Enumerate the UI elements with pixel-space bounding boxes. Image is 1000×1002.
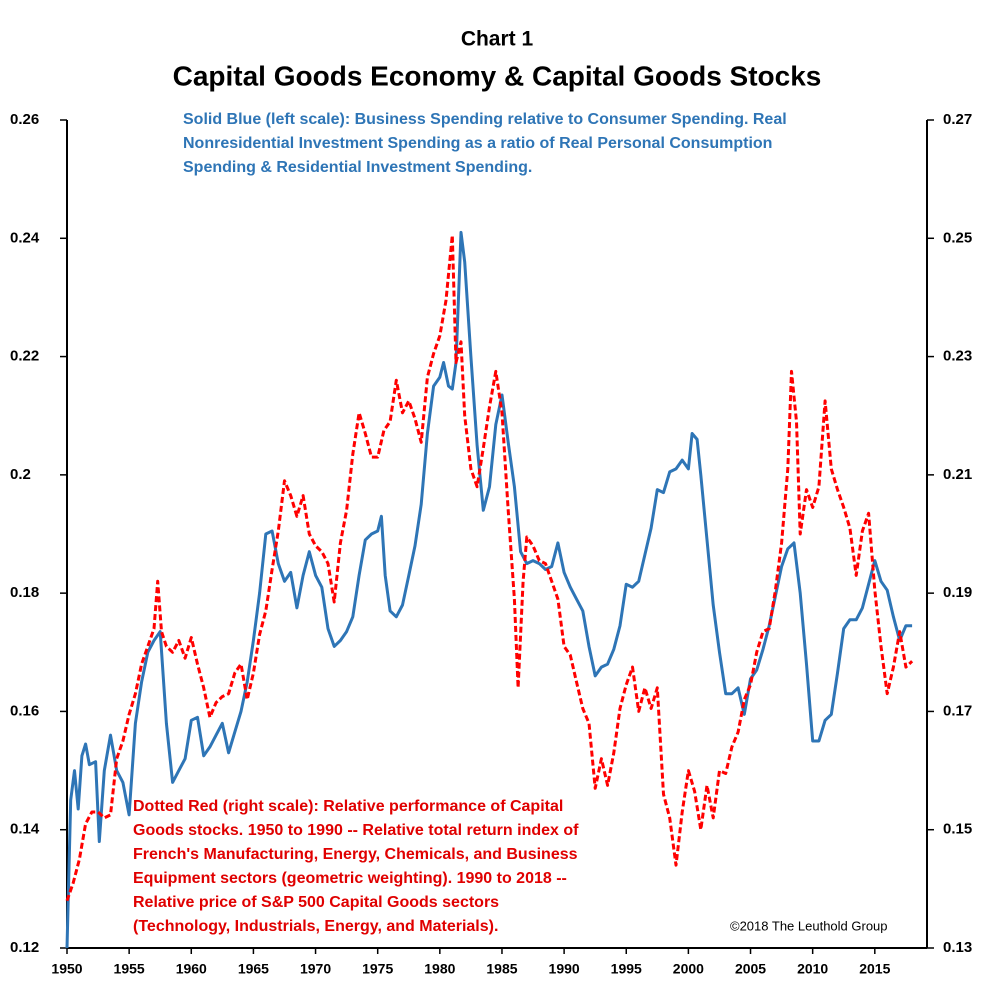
y2-tick-label: 0.19 (943, 584, 972, 601)
chart-subtitle: Chart 1 (461, 28, 534, 51)
y-tick-label: 0.16 (10, 702, 39, 719)
y-tick-label: 0.2 (10, 466, 31, 483)
x-tick-label: 1990 (549, 961, 580, 977)
y2-tick-label: 0.25 (943, 229, 972, 246)
x-tick-label: 1980 (424, 961, 455, 977)
blue-annotation: Spending & Residential Investment Spendi… (183, 159, 532, 176)
red-annotation: Dotted Red (right scale): Relative perfo… (133, 798, 563, 815)
x-tick-label: 1950 (51, 961, 82, 977)
y-tick-label: 0.26 (10, 111, 39, 128)
y-tick-label: 0.14 (10, 821, 40, 838)
red-annotation: (Technology, Industrials, Energy, and Ma… (133, 918, 498, 935)
x-tick-label: 2015 (859, 961, 890, 977)
blue-annotation: Solid Blue (left scale): Business Spendi… (183, 111, 787, 128)
y2-tick-label: 0.15 (943, 821, 972, 838)
y2-tick-label: 0.17 (943, 702, 972, 719)
red-annotation: Relative price of S&P 500 Capital Goods … (133, 894, 499, 911)
y2-tick-label: 0.21 (943, 466, 972, 483)
y-tick-label: 0.24 (10, 229, 40, 246)
red-annotation: French's Manufacturing, Energy, Chemical… (133, 846, 578, 863)
x-tick-label: 1960 (176, 961, 207, 977)
blue-annotation: Nonresidential Investment Spending as a … (183, 135, 772, 152)
y2-tick-label: 0.13 (943, 939, 972, 956)
series-line (65, 230, 913, 949)
red-annotation: Goods stocks. 1950 to 1990 -- Relative t… (133, 822, 579, 839)
chart-title: Capital Goods Economy & Capital Goods St… (173, 60, 822, 91)
x-tick-label: 1970 (300, 961, 331, 977)
x-tick-label: 1995 (611, 961, 642, 977)
x-tick-label: 1985 (486, 961, 517, 977)
x-tick-label: 2005 (735, 961, 766, 977)
y2-tick-label: 0.23 (943, 348, 972, 365)
y2-tick-label: 0.27 (943, 111, 972, 128)
y-tick-label: 0.12 (10, 939, 39, 956)
x-tick-label: 1955 (114, 961, 145, 977)
series-line (65, 233, 914, 902)
y-tick-label: 0.18 (10, 584, 39, 601)
x-tick-label: 2010 (797, 961, 828, 977)
x-tick-label: 1965 (238, 961, 269, 977)
copyright: ©2018 The Leuthold Group (730, 918, 888, 933)
x-tick-label: 2000 (673, 961, 704, 977)
y-tick-label: 0.22 (10, 348, 39, 365)
red-annotation: Equipment sectors (geometric weighting).… (133, 870, 567, 887)
x-tick-label: 1975 (362, 961, 393, 977)
